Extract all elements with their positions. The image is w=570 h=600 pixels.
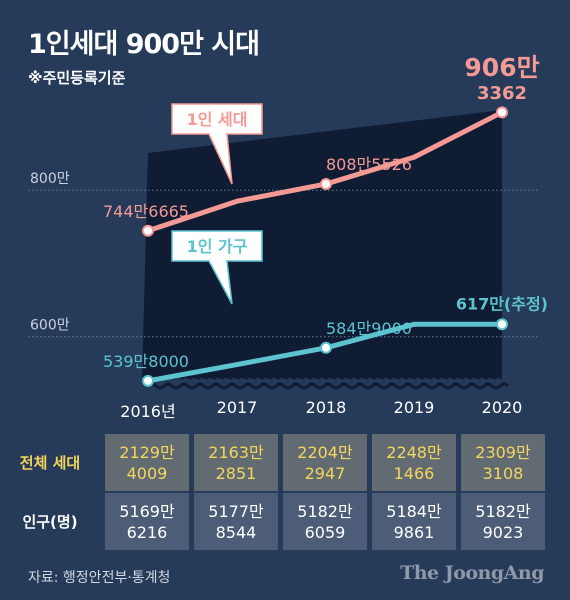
legend-box-0 xyxy=(171,103,263,135)
legend-pointer-0 xyxy=(208,133,233,185)
x-tick-label-2: 2018 xyxy=(305,398,347,417)
chart-title: 1인세대 900만 시대 xyxy=(28,29,260,60)
x-axis: 2016년 2017 2018 2019 2020 xyxy=(0,398,570,428)
final-label-0-a: 906만 xyxy=(464,53,539,82)
legend-label-1: 1인 가구 xyxy=(187,237,248,256)
table-row: 인구(명) 5169만 6216 5177만 8544 5182만 6059 5184만 986… xyxy=(0,493,570,550)
data-point-0-4 xyxy=(496,106,508,119)
table-cell: 2309만 3108 xyxy=(461,434,545,491)
table-cell: 2163만 2851 xyxy=(194,434,278,491)
table-cell: 2204만 2947 xyxy=(283,434,367,491)
y-tick-label-1: 600만 xyxy=(30,318,70,334)
data-label-1-2: 584만9000 xyxy=(326,319,412,338)
data-point-1-2 xyxy=(320,341,332,354)
data-label-0-0: 744만6665 xyxy=(103,202,189,221)
final-label-1: 617만(추정) xyxy=(456,294,548,313)
legend-joint-0 xyxy=(210,132,226,136)
data-point-1-4 xyxy=(496,318,508,331)
x-tick-label-3: 2019 xyxy=(393,398,435,417)
table-row: 전체 세대 2129만 4009 2163만 2851 2204만 2947 2248만 146… xyxy=(0,434,570,491)
legend-joint-1 xyxy=(210,259,226,263)
table-cell: 5182만 9023 xyxy=(461,493,545,550)
table-cell: 5177만 8544 xyxy=(194,493,278,550)
legend-label-0: 1인 세대 xyxy=(187,110,248,129)
table-cell: 5182만 6059 xyxy=(283,493,367,550)
table-cell: 2129만 4009 xyxy=(105,434,189,491)
data-point-0-2 xyxy=(320,177,332,190)
axis-break xyxy=(146,382,510,390)
source-note: 자료: 행정안전부·통계청 xyxy=(28,570,171,586)
data-label-1-0: 539만8000 xyxy=(103,352,189,371)
table-cell: 5184만 9861 xyxy=(372,493,456,550)
data-point-1-0 xyxy=(142,374,154,387)
table-row-label: 인구(명) xyxy=(22,513,78,531)
x-tick-label-1: 2017 xyxy=(216,398,258,417)
y-tick-label-0: 800만 xyxy=(30,171,70,187)
data-label-0-2: 808만5526 xyxy=(326,155,412,174)
publisher-logo: The JoongAng xyxy=(400,562,544,584)
x-tick-label-4: 2020 xyxy=(481,398,523,417)
final-label-0-b: 3362 xyxy=(477,83,527,104)
x-tick-label-0: 2016년 xyxy=(120,402,176,421)
table-cell: 5169만 6216 xyxy=(105,493,189,550)
table-row-label: 전체 세대 xyxy=(19,454,81,472)
chart-subtitle: ※주민등록기준 xyxy=(28,69,126,87)
legend-pointer-1 xyxy=(208,260,233,305)
data-point-0-0 xyxy=(142,224,154,237)
table-cell: 2248만 1466 xyxy=(372,434,456,491)
